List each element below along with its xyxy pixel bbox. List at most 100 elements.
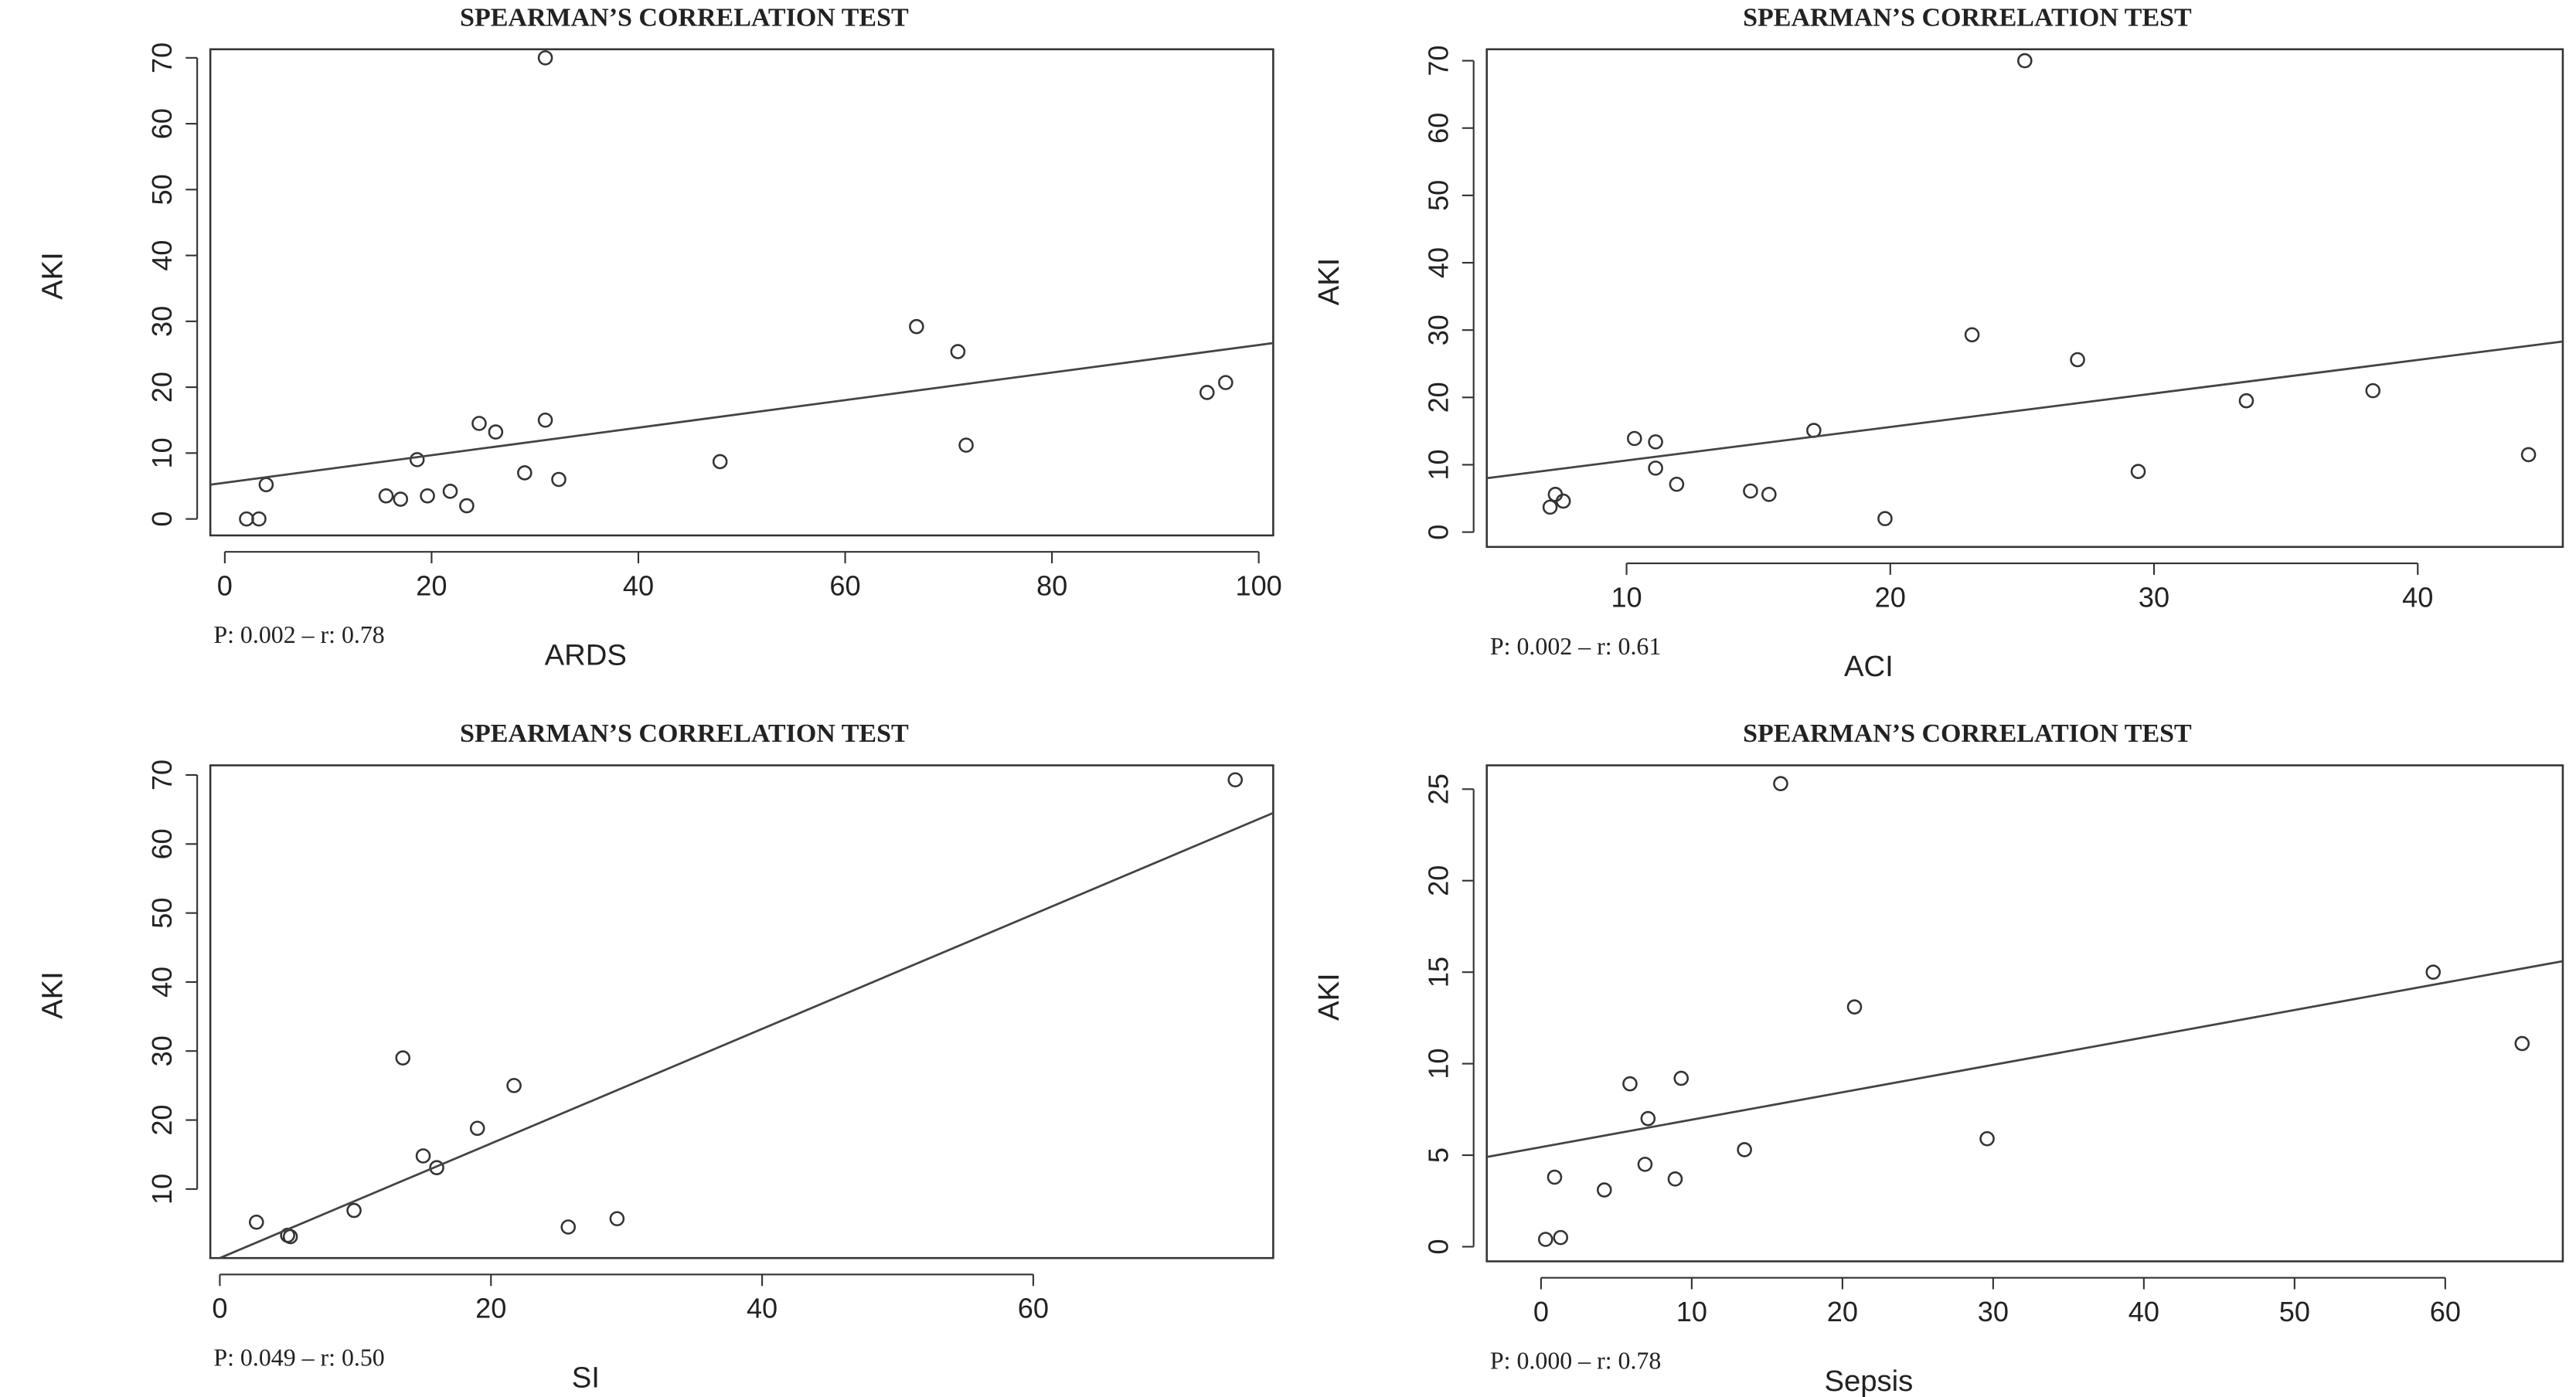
y-tick-label: 10	[146, 1174, 178, 1205]
y-axis-label: AKI	[1312, 258, 1346, 306]
point	[2520, 447, 2537, 463]
point	[537, 412, 553, 428]
x-tick-label: 0	[1533, 1296, 1549, 1327]
x-axis-label: Sepsis	[1824, 1365, 1913, 1397]
point	[1199, 385, 1215, 400]
point	[1227, 772, 1244, 788]
point	[442, 484, 458, 499]
x-tick-label: 40	[623, 569, 654, 601]
point	[1761, 487, 1777, 502]
y-tick-label: 30	[1423, 314, 1455, 345]
y-axis-label: AKI	[1312, 973, 1346, 1021]
y-axis-label: AKI	[36, 971, 69, 1019]
point	[1648, 461, 1663, 476]
plot-box	[209, 764, 1274, 1259]
point	[2425, 964, 2442, 980]
point	[1673, 1070, 1690, 1086]
point	[471, 416, 487, 431]
point	[248, 1214, 264, 1230]
x-axis-label: ACI	[1844, 650, 1894, 683]
x-tick-label: 50	[2279, 1296, 2310, 1327]
x-tick-label: 10	[1676, 1296, 1707, 1327]
point	[609, 1211, 625, 1227]
point	[1555, 493, 1571, 509]
point	[282, 1229, 298, 1245]
x-tick-label: 60	[2430, 1296, 2461, 1327]
y-tick-label: 60	[146, 108, 178, 139]
y-tick-label: 20	[1423, 382, 1455, 413]
point	[1669, 476, 1685, 492]
y-tick-label: 20	[146, 372, 178, 403]
x-tick-label: 10	[1611, 581, 1642, 613]
x-tick-label: 100	[1236, 569, 1282, 601]
y-tick-label: 5	[1423, 1147, 1455, 1163]
chart-title: SPEARMAN’S CORRELATION TEST	[460, 719, 909, 748]
point	[1597, 1182, 1612, 1198]
point	[1737, 1142, 1752, 1157]
point	[506, 1078, 522, 1093]
point	[2070, 352, 2085, 368]
x-tick-label: 60	[829, 569, 860, 601]
point	[409, 452, 425, 467]
trend-line	[1486, 340, 2564, 480]
y-tick-label: 60	[1423, 113, 1455, 144]
point	[2514, 1035, 2530, 1052]
x-tick-label: 80	[1036, 569, 1067, 601]
point	[1537, 1232, 1553, 1247]
x-tick-label: 20	[1827, 1296, 1858, 1327]
point	[909, 318, 924, 335]
y-tick-label: 40	[1423, 247, 1455, 278]
point	[395, 1050, 410, 1066]
point	[712, 454, 728, 470]
point	[346, 1202, 362, 1219]
y-tick-label: 15	[1423, 957, 1455, 987]
y-tick-label: 70	[146, 42, 178, 73]
annotation: P: 0.002 – r: 0.78	[213, 621, 384, 648]
point	[459, 498, 475, 514]
trend-line	[219, 811, 1274, 1259]
y-axis-label: AKI	[36, 252, 69, 300]
trend-line	[209, 342, 1274, 486]
point	[258, 477, 274, 493]
y-tick-label: 10	[146, 437, 178, 468]
point	[2017, 53, 2033, 69]
annotation: P: 0.002 – r: 0.61	[1490, 633, 1661, 660]
point	[1846, 999, 1863, 1015]
x-tick-label: 20	[416, 569, 447, 601]
x-tick-label: 40	[2402, 581, 2433, 613]
point	[1979, 1130, 1995, 1147]
point	[1667, 1171, 1683, 1187]
x-axis-label: ARDS	[545, 638, 627, 671]
y-tick-label: 30	[146, 1035, 178, 1066]
y-tick-label: 30	[146, 306, 178, 337]
x-axis-label: SI	[572, 1361, 600, 1395]
y-tick-label: 0	[1423, 1239, 1455, 1254]
point	[1542, 499, 1558, 515]
x-tick-label: 20	[475, 1293, 506, 1324]
point	[2130, 464, 2146, 479]
y-tick-label: 50	[146, 898, 178, 929]
point	[420, 488, 435, 504]
point	[2365, 382, 2381, 399]
point	[1806, 423, 1822, 438]
y-tick-label: 40	[146, 240, 178, 271]
y-tick-label: 20	[146, 1104, 178, 1135]
y-tick-label: 40	[146, 967, 178, 998]
y-tick-label: 50	[146, 174, 178, 205]
point	[1648, 434, 1663, 450]
point	[1553, 1229, 1569, 1246]
plot-box	[209, 48, 1274, 537]
plot-box	[1485, 48, 2564, 549]
y-tick-label: 0	[146, 512, 178, 527]
point	[1218, 375, 1234, 390]
point	[1637, 1157, 1653, 1172]
point	[1627, 430, 1642, 447]
point	[1547, 1169, 1563, 1185]
point	[429, 1160, 444, 1175]
point	[239, 511, 254, 527]
x-tick-label: 30	[2139, 581, 2169, 613]
point	[393, 491, 409, 507]
y-tick-label: 20	[1423, 865, 1455, 896]
x-tick-label: 30	[1978, 1296, 2009, 1327]
